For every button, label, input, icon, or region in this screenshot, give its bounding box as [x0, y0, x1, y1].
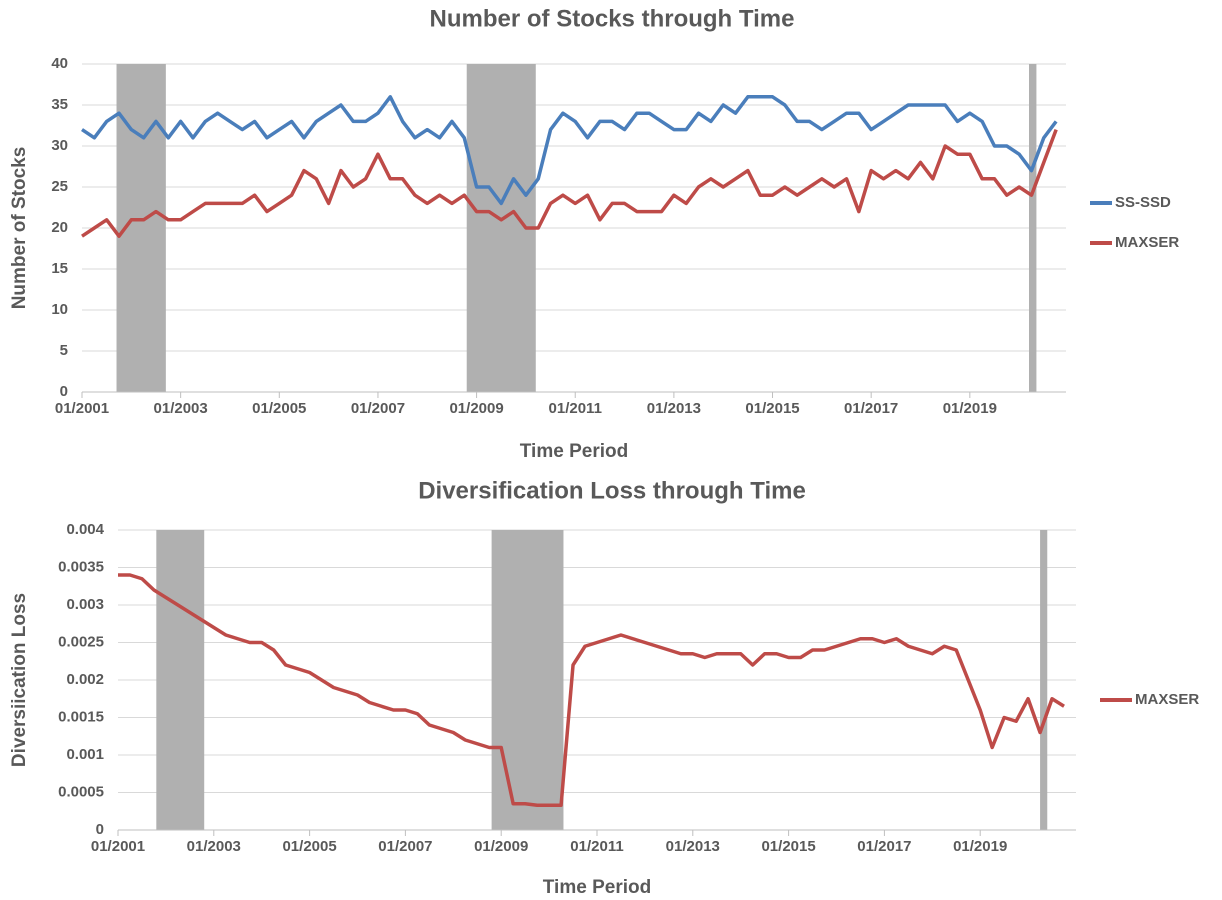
y-tick-label: 20 — [51, 219, 68, 236]
x-tick-label: 01/2009 — [449, 400, 503, 417]
x-tick-label: 01/2001 — [91, 838, 145, 855]
x-tick-label: 01/2013 — [666, 838, 720, 855]
y-tick-label: 0.004 — [66, 521, 104, 538]
legend-label: MAXSER — [1115, 234, 1179, 251]
y-tick-label: 0 — [60, 383, 68, 400]
x-tick-label: 01/2015 — [761, 838, 815, 855]
legend-label: MAXSER — [1135, 691, 1199, 708]
y-tick-label: 25 — [51, 178, 68, 195]
x-tick-label: 01/2019 — [943, 400, 997, 417]
y-tick-label: 0.001 — [66, 746, 104, 763]
y-axis-title: Diversiication Loss — [9, 593, 30, 767]
x-tick-label: 01/2013 — [647, 400, 701, 417]
y-tick-label: 0.0005 — [58, 783, 104, 800]
y-tick-label: 0 — [96, 821, 104, 838]
x-axis-title: Time Period — [520, 441, 628, 462]
x-tick-label: 01/2007 — [351, 400, 405, 417]
y-axis-title: Number of Stocks — [9, 147, 30, 310]
y-tick-label: 0.0035 — [58, 558, 104, 575]
series-line — [81, 95, 1058, 206]
shaded-band — [1029, 64, 1037, 392]
y-tick-label: 10 — [51, 301, 68, 318]
y-tick-label: 35 — [51, 96, 68, 113]
x-tick-label: 01/2015 — [745, 400, 799, 417]
series-line — [81, 128, 1058, 238]
x-tick-label: 01/2003 — [187, 838, 241, 855]
y-tick-label: 0.0015 — [58, 708, 104, 725]
y-tick-label: 15 — [51, 260, 68, 277]
x-tick-label: 01/2003 — [154, 400, 208, 417]
y-tick-label: 0.003 — [66, 596, 104, 613]
x-axis-title: Time Period — [543, 877, 651, 898]
x-tick-label: 01/2001 — [55, 400, 109, 417]
x-tick-label: 01/2017 — [857, 838, 911, 855]
x-tick-label: 01/2011 — [570, 838, 623, 855]
x-tick-label: 01/2007 — [378, 838, 432, 855]
y-tick-label: 30 — [51, 137, 68, 154]
x-tick-label: 01/2005 — [282, 838, 336, 855]
chart-title: Diversification Loss through Time — [418, 477, 806, 504]
x-tick-label: 01/2005 — [252, 400, 306, 417]
x-tick-label: 01/2011 — [549, 400, 602, 417]
chart-title: Number of Stocks through Time — [430, 5, 795, 32]
y-tick-label: 0.002 — [66, 671, 104, 688]
shaded-band — [491, 530, 564, 830]
y-tick-label: 0.0025 — [58, 633, 104, 650]
series-line — [118, 573, 1065, 807]
y-tick-label: 40 — [51, 55, 68, 72]
x-tick-label: 01/2009 — [474, 838, 528, 855]
y-tick-label: 5 — [60, 342, 68, 359]
shaded-band — [1040, 530, 1048, 830]
shaded-band — [156, 530, 205, 830]
x-tick-label: 01/2017 — [844, 400, 898, 417]
x-tick-label: 01/2019 — [953, 838, 1007, 855]
legend-label: SS-SSD — [1115, 194, 1171, 211]
